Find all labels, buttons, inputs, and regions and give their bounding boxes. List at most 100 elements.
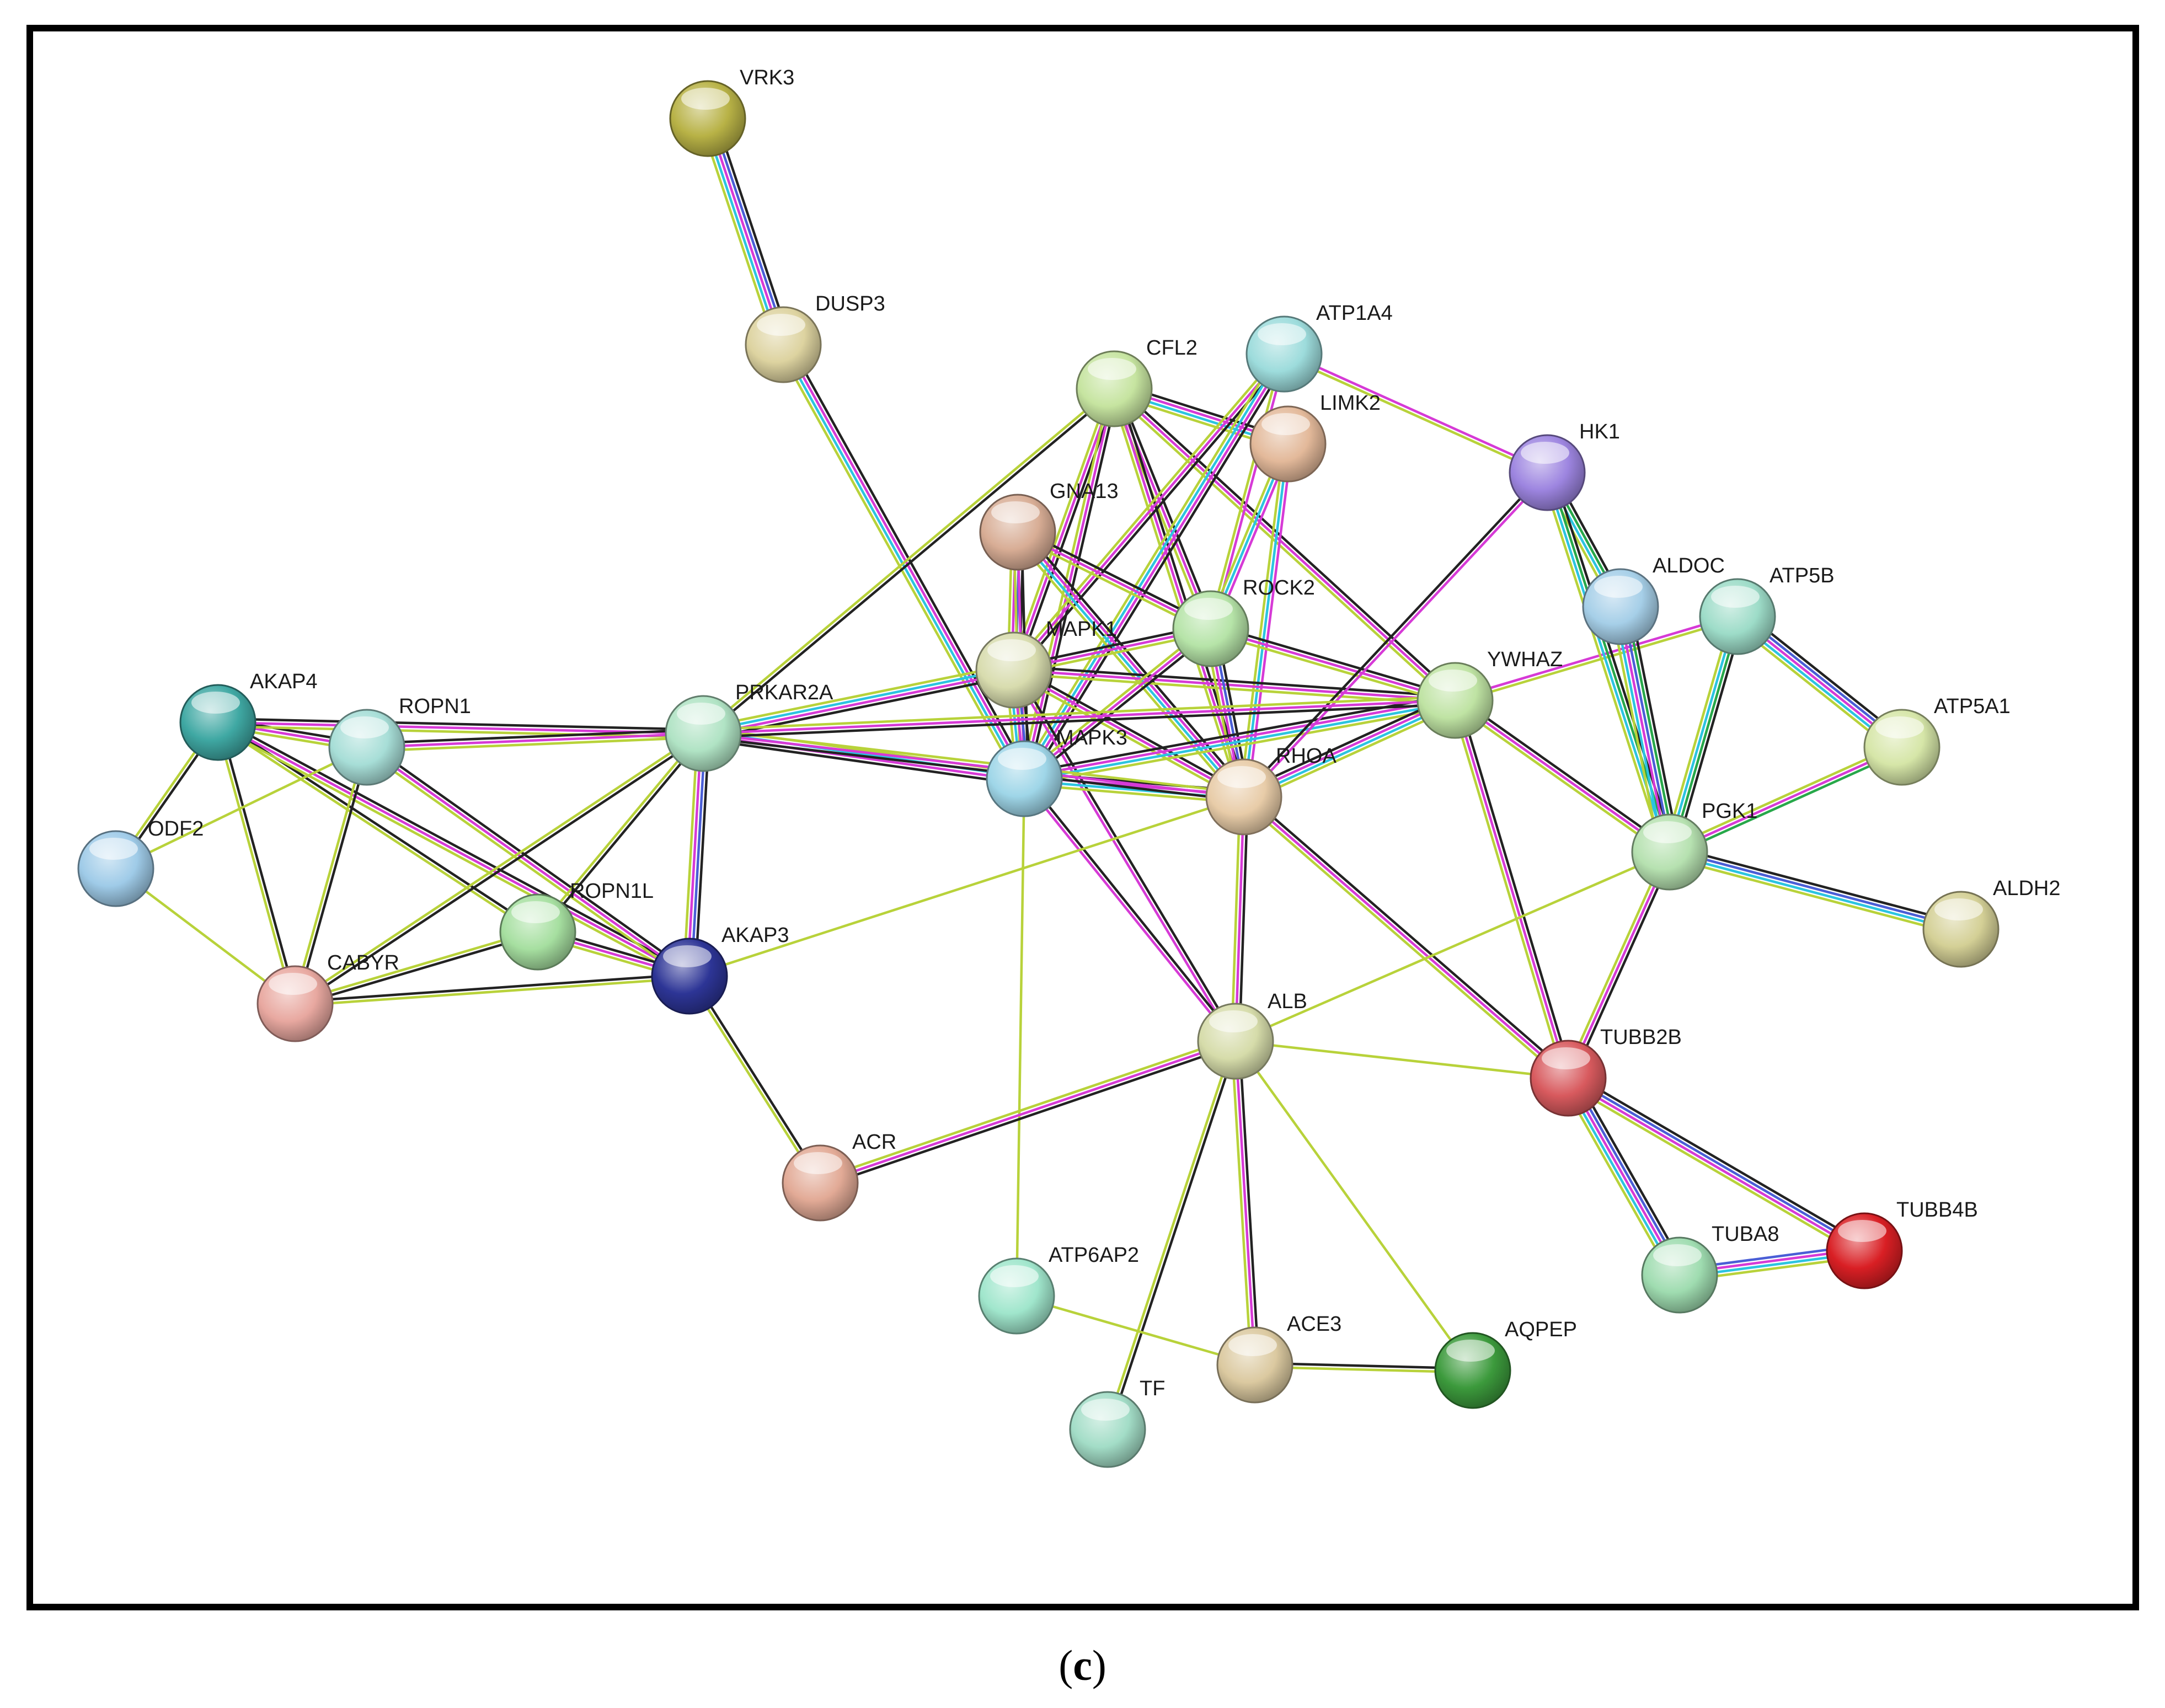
- node-aqpep[interactable]: AQPEP: [1434, 1318, 1577, 1409]
- node-tubb4b[interactable]: TUBB4B: [1826, 1198, 1978, 1289]
- edge-line-magenta: [1210, 627, 1456, 702]
- edge-line-cyan: [1666, 615, 1737, 852]
- node-limk2[interactable]: LIMK2: [1249, 392, 1381, 483]
- node-highlight: [757, 314, 805, 336]
- node-atp5a1[interactable]: ATP5A1: [1863, 695, 2011, 786]
- node-cabyr[interactable]: CABYR: [256, 951, 399, 1042]
- node-atp1a4[interactable]: ATP1A4: [1245, 302, 1393, 393]
- edge-line-black: [1628, 604, 1681, 851]
- node-prkar2a[interactable]: PRKAR2A: [665, 681, 833, 772]
- edge-line-yellow: [682, 733, 699, 976]
- node-label: LIMK2: [1320, 392, 1381, 415]
- edge-mapk1-alb: [1011, 668, 1238, 1043]
- node-tubb2b[interactable]: TUBB2B: [1530, 1026, 1682, 1117]
- edge-rhoa-prkar2a: [702, 728, 1245, 802]
- node-mapk1[interactable]: MAPK1: [975, 618, 1117, 709]
- node-hk1[interactable]: HK1: [1509, 420, 1620, 511]
- edge-line-cyan: [702, 667, 1014, 733]
- edge-line-black: [295, 933, 539, 1007]
- edge-line-magenta: [820, 1040, 1236, 1185]
- edge-line-magenta: [1617, 607, 1669, 853]
- edge-line-blue: [690, 733, 707, 977]
- edge-line-yellow: [1015, 778, 1026, 1297]
- edge-line-yellow: [703, 695, 1455, 731]
- edge-line-yellow: [1016, 1294, 1255, 1367]
- node-gna13[interactable]: GNA13: [979, 480, 1119, 571]
- edge-line-yellow: [363, 749, 688, 981]
- node-akap4[interactable]: AKAP4: [179, 670, 318, 761]
- edge-line-black: [714, 115, 792, 343]
- node-layer: VRK3 DUSP3 ATP1A4 CFL2 LIMK2 HK1 GNA13 ROCK2 MAP…: [77, 66, 2061, 1468]
- node-odf2[interactable]: ODF2: [77, 817, 204, 907]
- node-label: PRKAR2A: [735, 681, 833, 704]
- edge-layer: [113, 115, 1963, 1431]
- edge-ropn1-prkar2a: [366, 728, 704, 753]
- edge-cabyr-akap3: [295, 973, 690, 1007]
- node-mapk3[interactable]: MAPK3: [986, 726, 1127, 817]
- node-tf[interactable]: TF: [1069, 1377, 1165, 1468]
- node-dusp3[interactable]: DUSP3: [745, 292, 885, 383]
- node-label: TF: [1140, 1377, 1165, 1400]
- node-tuba8[interactable]: TUBA8: [1641, 1223, 1779, 1314]
- node-cfl2[interactable]: CFL2: [1076, 336, 1198, 427]
- edge-line-yellow: [1019, 387, 1112, 778]
- edge-line-yellow: [1452, 702, 1669, 856]
- node-label: AQPEP: [1505, 1318, 1577, 1341]
- edge-ywhaz-atp5b: [1454, 613, 1739, 704]
- edge-line-yellow: [216, 723, 538, 935]
- node-alb[interactable]: ALB: [1197, 990, 1307, 1080]
- edge-line-black: [1456, 696, 1673, 850]
- node-highlight: [677, 703, 725, 725]
- edge-atp1a4-mapk1: [1009, 350, 1289, 674]
- node-label: ATP5A1: [1934, 695, 2011, 718]
- edge-line-yellow: [1012, 535, 1241, 802]
- edge-atp5a1-pgk1: [1667, 742, 1904, 857]
- edge-pgk1-tubb2b: [1563, 850, 1675, 1080]
- node-highlight: [1261, 413, 1310, 435]
- node-label: TUBA8: [1712, 1223, 1779, 1246]
- node-ace3[interactable]: ACE3: [1216, 1313, 1341, 1404]
- node-highlight: [1088, 358, 1136, 380]
- edge-line-green: [1625, 605, 1677, 852]
- node-label: ROCK2: [1243, 576, 1315, 599]
- node-highlight: [511, 901, 560, 923]
- edge-line-black: [1016, 389, 1119, 672]
- node-label: TUBB2B: [1600, 1026, 1682, 1049]
- edge-tubb2b-tubb4b: [1564, 1072, 1868, 1257]
- edge-line-yellow: [1110, 390, 1453, 704]
- node-ropn1l[interactable]: ROPN1L: [499, 880, 654, 971]
- edge-atp1a4-mapk3: [1018, 350, 1290, 783]
- node-highlight: [681, 88, 730, 110]
- node-ywhaz[interactable]: YWHAZ: [1416, 648, 1563, 739]
- edge-line-yellow: [1662, 614, 1734, 851]
- edge-line-yellow: [1610, 608, 1662, 854]
- node-ropn1[interactable]: ROPN1: [328, 695, 471, 786]
- edge-line-magenta: [1284, 351, 1549, 472]
- node-highlight: [1258, 323, 1306, 345]
- node-vrk3[interactable]: VRK3: [669, 66, 794, 157]
- edge-line-magenta: [366, 732, 704, 749]
- node-label: MAPK3: [1056, 726, 1127, 749]
- node-atp6ap2[interactable]: ATP6AP2: [978, 1244, 1139, 1335]
- node-acr[interactable]: ACR: [782, 1131, 896, 1222]
- node-aldoc[interactable]: ALDOC: [1582, 554, 1725, 645]
- edge-line-yellow: [699, 120, 777, 348]
- edge-line-black: [1014, 668, 1238, 1041]
- node-pgk1[interactable]: PGK1: [1631, 800, 1757, 891]
- node-atp5b[interactable]: ATP5B: [1699, 564, 1835, 655]
- edge-akap3-acr: [687, 974, 823, 1185]
- edge-line-magenta: [1244, 473, 1550, 799]
- node-label: ALDOC: [1653, 554, 1725, 577]
- edge-line-black: [1457, 699, 1573, 1078]
- node-akap3[interactable]: AKAP3: [651, 924, 789, 1015]
- edge-cfl2-mapk1: [1009, 387, 1119, 672]
- edge-prkar2a-ropn1l: [535, 731, 706, 934]
- edge-line-yellow: [687, 976, 820, 1185]
- edge-line-blue: [710, 117, 788, 344]
- edge-line-yellow: [1235, 1040, 1569, 1080]
- edge-line-black: [1671, 845, 1963, 925]
- node-rhoa[interactable]: RHOA: [1205, 745, 1337, 836]
- edge-line-black: [1574, 1073, 1688, 1272]
- node-rock2[interactable]: ROCK2: [1172, 576, 1315, 667]
- node-aldh2[interactable]: ALDH2: [1922, 877, 2061, 968]
